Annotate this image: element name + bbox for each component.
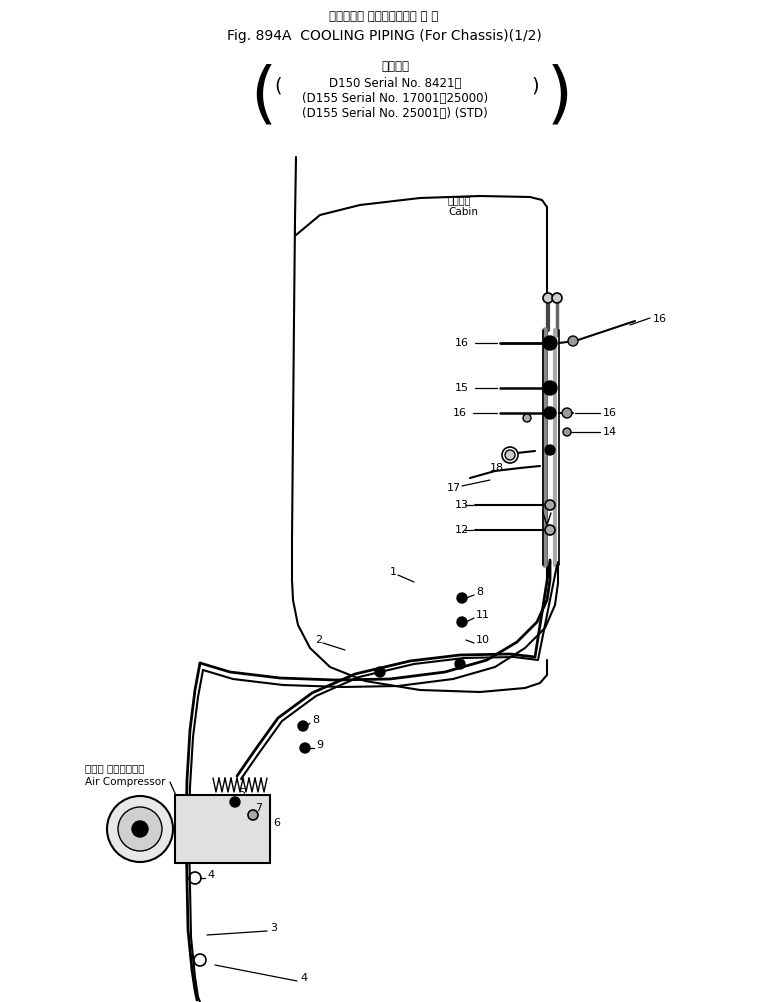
Text: 13: 13 [455, 500, 469, 510]
Text: 10: 10 [476, 635, 490, 645]
Text: 7: 7 [255, 803, 262, 813]
Text: 2: 2 [315, 635, 322, 645]
Text: 16: 16 [453, 408, 467, 418]
Text: (D155 Serial No. 25001～) (STD): (D155 Serial No. 25001～) (STD) [302, 106, 488, 119]
Text: 適用号機: 適用号機 [381, 59, 409, 72]
Circle shape [543, 381, 557, 395]
Text: 12: 12 [455, 525, 469, 535]
Circle shape [502, 447, 518, 463]
Text: ): ) [547, 63, 573, 129]
Text: キャビン: キャビン [448, 195, 471, 205]
Text: 16: 16 [653, 314, 667, 324]
Text: 15: 15 [455, 383, 469, 393]
Text: (D155 Serial No. 17001～25000): (D155 Serial No. 17001～25000) [302, 91, 488, 104]
Text: (: ( [250, 63, 276, 129]
Text: 4: 4 [300, 973, 307, 983]
Circle shape [118, 807, 162, 851]
Circle shape [545, 525, 555, 535]
Text: 18: 18 [490, 463, 504, 473]
Circle shape [457, 593, 467, 603]
Text: 6: 6 [273, 818, 280, 828]
Circle shape [545, 500, 555, 510]
Text: 16: 16 [603, 408, 617, 418]
Circle shape [457, 617, 467, 627]
Text: (: ( [275, 76, 281, 95]
Text: D150 Serial No. 8421～: D150 Serial No. 8421～ [329, 76, 461, 89]
Bar [175, 795, 270, 863]
Circle shape [563, 428, 571, 436]
Text: 8: 8 [312, 715, 319, 725]
Circle shape [543, 336, 557, 350]
Circle shape [107, 796, 173, 862]
Text: Cabin: Cabin [448, 207, 478, 217]
Text: Air Compressor: Air Compressor [85, 777, 165, 787]
Text: 1: 1 [390, 567, 397, 577]
Text: クーリング パイピング（車 体 用: クーリング パイピング（車 体 用 [329, 9, 438, 22]
Circle shape [543, 293, 553, 303]
Text: エアー コンプレッサ: エアー コンプレッサ [85, 763, 145, 773]
Text: 5: 5 [238, 788, 245, 798]
Circle shape [300, 743, 310, 753]
Text: 16: 16 [455, 338, 469, 348]
Text: 17: 17 [447, 483, 461, 493]
Circle shape [552, 293, 562, 303]
Text: ): ) [531, 76, 539, 95]
Circle shape [545, 445, 555, 455]
Circle shape [132, 821, 148, 837]
Circle shape [230, 797, 240, 807]
Text: Fig. 894A  COOLING PIPING (For Chassis)(1/2): Fig. 894A COOLING PIPING (For Chassis)(1… [227, 29, 541, 43]
Circle shape [568, 336, 578, 346]
Text: 11: 11 [476, 610, 490, 620]
Circle shape [544, 407, 556, 419]
Text: 14: 14 [603, 427, 618, 437]
Circle shape [455, 659, 465, 669]
Circle shape [375, 667, 385, 677]
Text: 9: 9 [316, 740, 323, 750]
Text: 4: 4 [207, 870, 214, 880]
Circle shape [523, 414, 531, 422]
Circle shape [505, 450, 515, 460]
Circle shape [298, 721, 308, 731]
Circle shape [562, 408, 572, 418]
Text: 3: 3 [270, 923, 277, 933]
Text: 8: 8 [476, 587, 483, 597]
Circle shape [248, 810, 258, 820]
